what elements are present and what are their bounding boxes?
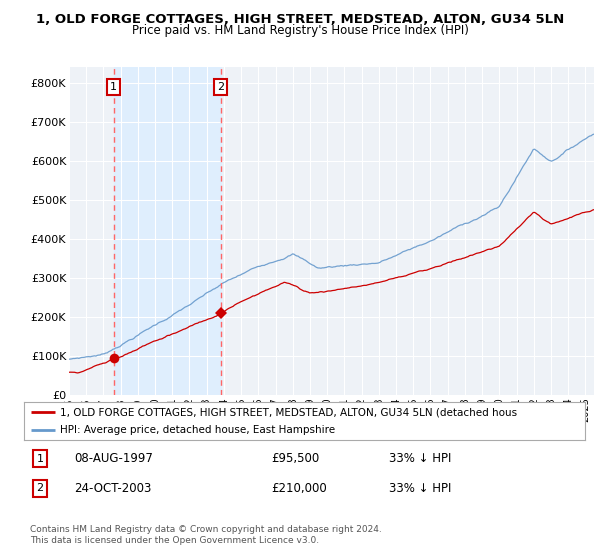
Text: 33% ↓ HPI: 33% ↓ HPI: [389, 482, 451, 495]
Text: Contains HM Land Registry data © Crown copyright and database right 2024.
This d: Contains HM Land Registry data © Crown c…: [30, 525, 382, 545]
Text: 08-AUG-1997: 08-AUG-1997: [74, 452, 154, 465]
Text: 1, OLD FORGE COTTAGES, HIGH STREET, MEDSTEAD, ALTON, GU34 5LN (detached hous: 1, OLD FORGE COTTAGES, HIGH STREET, MEDS…: [61, 407, 518, 417]
Text: 1: 1: [37, 454, 43, 464]
Text: 2: 2: [217, 82, 224, 92]
Text: 24-OCT-2003: 24-OCT-2003: [74, 482, 152, 495]
Text: HPI: Average price, detached house, East Hampshire: HPI: Average price, detached house, East…: [61, 424, 335, 435]
Text: 33% ↓ HPI: 33% ↓ HPI: [389, 452, 451, 465]
Bar: [114, 67, 221, 395]
Text: £210,000: £210,000: [271, 482, 326, 495]
Text: 1: 1: [110, 82, 117, 92]
Text: 1, OLD FORGE COTTAGES, HIGH STREET, MEDSTEAD, ALTON, GU34 5LN: 1, OLD FORGE COTTAGES, HIGH STREET, MEDS…: [36, 13, 564, 26]
Text: £95,500: £95,500: [271, 452, 319, 465]
Text: Price paid vs. HM Land Registry's House Price Index (HPI): Price paid vs. HM Land Registry's House …: [131, 24, 469, 36]
Text: 2: 2: [37, 483, 43, 493]
